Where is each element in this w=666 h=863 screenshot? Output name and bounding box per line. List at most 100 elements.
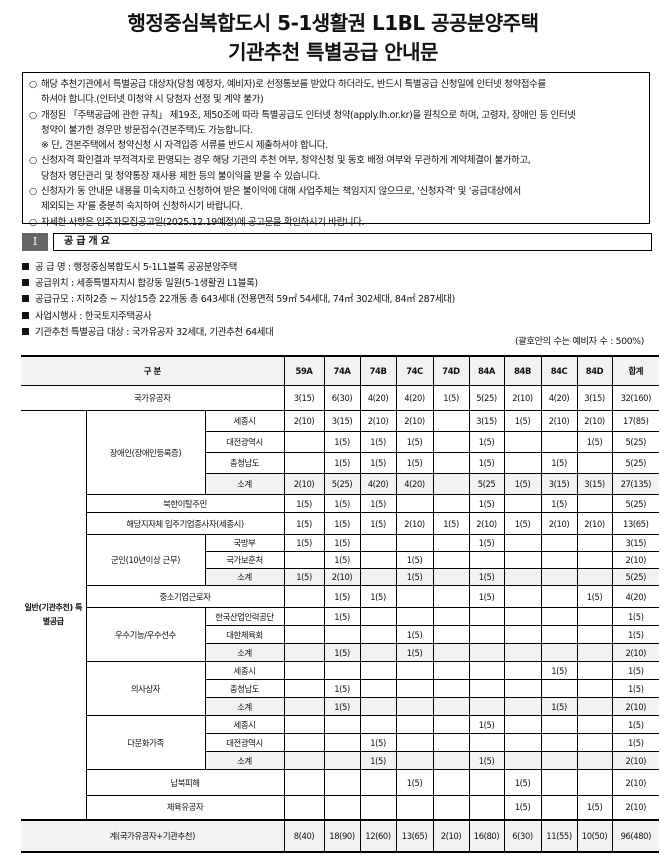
value-cell (576, 494, 613, 513)
value-cell: 4(20) (395, 473, 434, 495)
value-cell: 1(5) (283, 534, 325, 552)
category-label: 장애인(장애인등록증) (85, 410, 206, 495)
value-cell (432, 534, 470, 552)
value-cell: 6(30) (323, 385, 361, 411)
category-label: 다문화가족 (85, 715, 206, 770)
table-row: 대전광역시 1(5) 1(5) (21, 733, 660, 752)
value-cell (540, 751, 578, 770)
value-cell (503, 679, 542, 698)
value-cell: 2(10) (283, 473, 325, 495)
column-header: 84D (576, 355, 613, 386)
value-cell: 1(5) (611, 733, 660, 752)
value-cell (359, 769, 397, 796)
subcategory-label: 소계 (204, 697, 285, 716)
value-cell (503, 452, 542, 474)
notice-item: ○ 자세한 사항은 입주자모집공고일(2025.12.19예정)에 공고문을 확인… (29, 215, 643, 230)
value-cell (283, 751, 325, 770)
value-cell (503, 585, 542, 608)
value-cell (359, 568, 397, 586)
value-cell (503, 733, 542, 752)
category-label: 납북피해 (85, 769, 285, 796)
subcategory-label: 소계 (204, 473, 285, 495)
value-cell: 10(50) (576, 818, 613, 853)
table-row: 충청남도 1(5) 1(5) 1(5) 1(5) 1(5) 5(25) (21, 452, 660, 474)
section-header: I 공급개요 (22, 233, 652, 251)
value-cell (395, 751, 434, 770)
value-cell (359, 643, 397, 662)
value-cell (576, 643, 613, 662)
square-bullet-icon (22, 311, 29, 319)
value-cell (432, 751, 470, 770)
value-cell (576, 751, 613, 770)
value-cell: 1(5) (468, 751, 505, 770)
value-cell: 1(5) (503, 795, 542, 820)
value-cell (468, 769, 505, 796)
value-cell (540, 607, 578, 626)
overview-item: 사업시행사 : 한국토지주택공사 (22, 309, 455, 325)
category-label: 북한이탈주민 (85, 494, 285, 513)
value-cell: 2(10) (323, 568, 361, 586)
value-cell: 1(5) (576, 795, 613, 820)
page-subtitle: 기관추천 특별공급 안내문 (228, 40, 438, 64)
value-cell (503, 625, 542, 644)
value-cell (503, 494, 542, 513)
value-cell (503, 431, 542, 453)
value-cell: 6(30) (503, 818, 542, 853)
value-cell: 1(5) (359, 452, 397, 474)
notice-line: 당첨자 명단관리 및 청약통장 재사용 제한 등의 불이익을 받을 수 있습니다… (41, 170, 321, 182)
subcategory-label: 국방부 (204, 534, 285, 552)
value-cell: 2(10) (468, 512, 505, 535)
value-cell (468, 697, 505, 716)
column-header: 74D (432, 355, 470, 386)
category-label: 체육유공자 (85, 795, 285, 820)
value-cell: 1(5) (323, 494, 361, 513)
table-row: 군인(10년이상 근무) 국방부 1(5) 1(5) 1(5) 3(15) (21, 534, 660, 586)
value-cell (432, 643, 470, 662)
table-row: 의사상자 세종시 1(5) 1(5) (21, 661, 660, 716)
value-cell (576, 607, 613, 626)
notice-line: 하셔야 합니다.(인터넷 미청약 시 당첨자 선정 및 계약 불가) (41, 94, 264, 106)
value-cell (576, 452, 613, 474)
value-cell (432, 568, 470, 586)
value-cell: 1(5) (468, 585, 505, 608)
overview-item: 기관추천 특별공급 대상 : 국가유공자 32세대, 기관추천 64세대 (22, 325, 455, 341)
value-cell: 1(5) (540, 661, 578, 680)
value-cell: 3(15) (283, 385, 325, 411)
value-cell: 1(5) (540, 494, 578, 513)
value-cell (576, 769, 613, 796)
value-cell (468, 679, 505, 698)
value-cell: 1(5) (611, 679, 660, 698)
table-row: 일반(기관추천) 특별공급 장애인(장애인등록증) 세종시 2(10) 3(15) 2(1… (21, 410, 660, 820)
column-header: 74A (323, 355, 361, 386)
value-cell: 11(55) (540, 818, 578, 853)
square-bullet-icon (22, 295, 29, 303)
notice-line: 신청자가 동 안내문 내용을 미숙지하고 신청하여 받은 불이익에 대해 사업주… (41, 186, 521, 198)
value-cell (359, 661, 397, 680)
value-cell: 27(135) (611, 473, 660, 495)
value-cell: 32(160) (611, 385, 660, 411)
circle-bullet-icon: ○ (29, 186, 37, 198)
value-cell: 13(65) (611, 512, 660, 535)
value-cell: 1(5) (576, 585, 613, 608)
value-cell (576, 733, 613, 752)
value-cell (283, 679, 325, 698)
value-cell: 2(10) (432, 818, 470, 853)
value-cell: 1(5) (503, 512, 542, 535)
value-cell: 1(5) (468, 431, 505, 453)
value-cell: 1(5) (323, 534, 361, 552)
table-row: 우수기능/우수선수 한국산업인력공단 1(5) 1(5) (21, 607, 660, 662)
column-header: 59A (283, 355, 325, 386)
value-cell (359, 534, 397, 552)
value-cell: 1(5) (359, 751, 397, 770)
value-cell (359, 551, 397, 569)
value-cell: 2(10) (503, 385, 542, 411)
overview-item: 공급규모 : 지하2층 ~ 지상15층 22개동 총 643세대 (전용면적 5… (22, 292, 455, 308)
overview-text: 공 급 명 : 행정중심복합도시 5-1L1블록 공공분양주택 (35, 262, 238, 273)
value-cell: 1(5) (323, 551, 361, 569)
value-cell: 1(5) (611, 625, 660, 644)
circle-bullet-icon: ○ (29, 79, 37, 90)
value-cell (395, 795, 434, 820)
subcategory-label: 한국산업인력공단 (204, 607, 285, 626)
column-header: 84B (503, 355, 542, 386)
value-cell (359, 679, 397, 698)
